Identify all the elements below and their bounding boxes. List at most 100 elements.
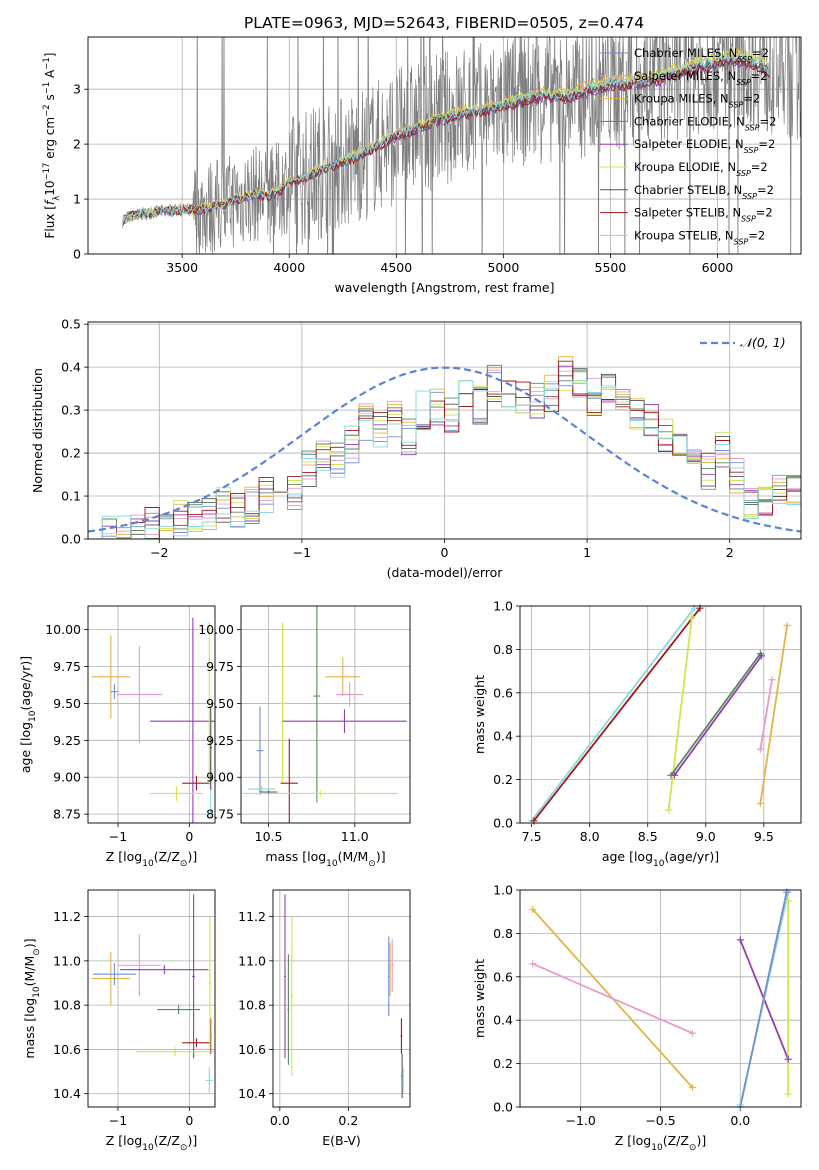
label-part: ⊙ — [368, 859, 376, 869]
y-tick-label: 0.0 — [493, 1100, 513, 1115]
y-axis-label: mass [log10(M/M⊙)] — [22, 938, 42, 1058]
y-tick-label: 9.00 — [206, 770, 234, 785]
weight-marker — [783, 622, 791, 630]
y-tick-label: 9.50 — [53, 696, 81, 711]
weight-marker — [529, 906, 537, 914]
y-tick-label: 3 — [73, 82, 81, 97]
weight-marker — [670, 771, 678, 779]
label-part: 10 — [32, 986, 42, 998]
y-tick-label: 2 — [73, 137, 81, 152]
y-tick-label: 0.3 — [61, 403, 81, 418]
data-spectrum-line — [121, 37, 801, 254]
legend-label: Chabrier STELIB, NSSP=2 — [634, 183, 774, 201]
label-part: λ — [52, 196, 62, 201]
label-part: 10 — [43, 180, 57, 195]
weight-marker — [529, 960, 537, 968]
weight-marker — [784, 1055, 792, 1063]
x-tick-label: 3500 — [166, 260, 198, 275]
y-tick-label: 10.4 — [238, 1086, 266, 1101]
label-part: −1 — [42, 82, 52, 95]
label-part: f — [43, 199, 57, 205]
figure-title: PLATE=0963, MJD=52643, FIBERID=0505, z=0… — [244, 14, 644, 32]
chart-residuals: −2 −1 0 1 2 0.0 0.1 0.2 0.3 0.4 0.5 (data-model)/er… — [30, 317, 802, 580]
label-part: )] — [22, 938, 37, 948]
histogram-step — [88, 380, 801, 539]
weight-marker — [756, 799, 764, 807]
x-axis-label: Z [log10(Z/Z⊙)] — [106, 1133, 197, 1153]
y-tick-label: 0 — [73, 247, 81, 262]
label-part: −2 — [42, 104, 52, 117]
weight-marker — [756, 745, 764, 753]
y-tick-label: 10.8 — [53, 998, 81, 1013]
label-part: mass [log — [22, 998, 37, 1059]
axes-frame — [87, 36, 802, 255]
x-tick-label: 7.5 — [522, 829, 542, 844]
label-part: ⊙ — [689, 1143, 697, 1153]
legend-suffix: =2 — [752, 46, 769, 60]
chart-weight_vs_age: 7.5 8.0 8.5 9.0 9.5 0.0 0.2 0.4 0.6 0.8 1.0 age [lo… — [472, 599, 802, 869]
legend-model: Kroupa MILES, N — [634, 92, 729, 106]
label-part: s — [43, 94, 57, 104]
y-tick-label: 10.00 — [198, 622, 234, 637]
normal-curve — [88, 366, 801, 533]
axes-frame — [519, 889, 802, 1108]
label-part: (M/M — [22, 956, 37, 987]
weight-marker — [784, 897, 792, 905]
model-line — [121, 53, 771, 227]
weight-marker — [665, 806, 673, 814]
y-tick-label: 0.6 — [493, 969, 513, 984]
y-tick-label: 9.25 — [206, 733, 234, 748]
x-tick-label: 4500 — [380, 260, 412, 275]
weight-marker — [688, 1029, 696, 1037]
legend-label: Kroupa ELODIE, NSSP=2 — [634, 160, 768, 178]
legend-sub: SSP — [737, 55, 752, 64]
plot-area — [283, 894, 405, 1099]
legend-sub: SSP — [736, 77, 751, 86]
y-tick-label: 0.2 — [493, 1056, 513, 1071]
label-part: 10 — [651, 1143, 663, 1153]
y-tick-label: 10.00 — [45, 622, 81, 637]
x-tick-label: −1 — [293, 545, 311, 560]
x-tick-label: 0 — [441, 545, 449, 560]
y-tick-label: 0.6 — [493, 685, 513, 700]
weight-line — [739, 892, 788, 1107]
legend-suffix: =2 — [758, 137, 775, 151]
y-tick-label: 1.0 — [493, 599, 513, 614]
label-part: mass [log — [265, 849, 326, 864]
label-part: (Z/Z — [663, 1133, 689, 1148]
x-tick-label: 11.0 — [341, 829, 369, 844]
weight-marker — [784, 1090, 792, 1098]
x-tick-label: 0.0 — [730, 1113, 750, 1128]
legend-sub: SSP — [736, 169, 751, 178]
y-tick-label: 9.00 — [53, 770, 81, 785]
axes-frame — [519, 605, 802, 824]
label-part: )] — [696, 1133, 706, 1148]
label-part: Flux [ — [43, 205, 57, 238]
y-tick-label: 9.25 — [53, 733, 81, 748]
label-part: (M/M — [338, 849, 369, 864]
axes-frame — [272, 889, 411, 1108]
x-tick-label: 0 — [185, 829, 193, 844]
legend-suffix: =2 — [751, 69, 768, 83]
y-tick-label: 9.75 — [53, 659, 81, 674]
label-part: −17 — [42, 163, 52, 181]
y-tick-label: 10.4 — [53, 1086, 81, 1101]
y-tick-label: 10.8 — [238, 998, 266, 1013]
legend-sub: SSP — [734, 237, 749, 246]
chart-mass_vs_ebv: 0.0 0.2 10.4 10.6 10.8 11.0 11.2 E(B-V) — [238, 889, 411, 1148]
x-tick-label: 6000 — [702, 260, 734, 275]
label-part: age [log — [18, 722, 33, 773]
x-tick-label: 0 — [185, 1113, 193, 1128]
y-axis-label: age [log10(age/yr)] — [18, 656, 38, 773]
weight-line — [667, 616, 693, 811]
histogram-step — [88, 368, 801, 539]
x-axis-label: Z [log10(Z/Z⊙)] — [106, 849, 197, 869]
label-part: Z [log — [615, 1133, 651, 1148]
x-tick-label: 2 — [726, 545, 734, 560]
x-tick-label: 9.0 — [696, 829, 716, 844]
plot-area — [88, 356, 801, 539]
legend-label: Salpeter STELIB, NSSP=2 — [634, 206, 773, 224]
legend-model: Kroupa ELODIE, N — [634, 160, 736, 174]
